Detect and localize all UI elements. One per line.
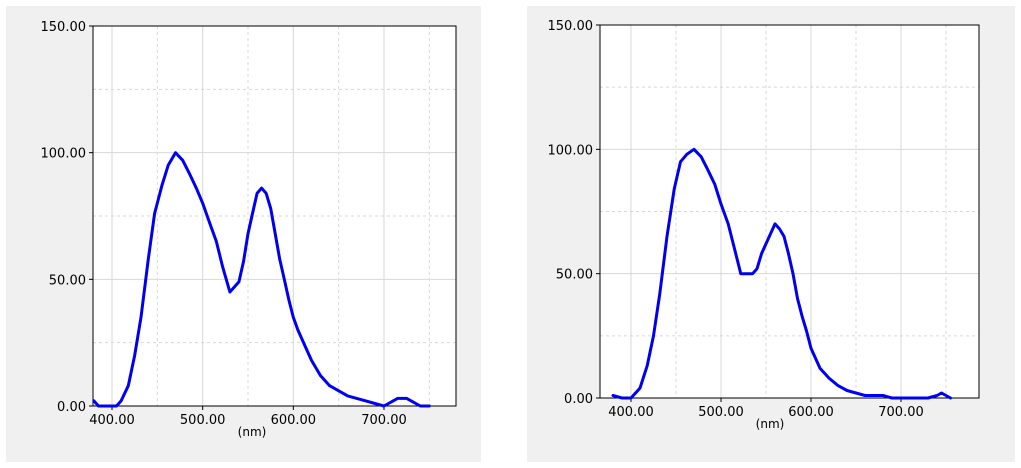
plot-frame bbox=[92, 25, 457, 407]
y-tick-label: 0.00 bbox=[564, 392, 593, 407]
plot-area bbox=[599, 24, 980, 399]
chart-panel-left: 0.00 50.00 100.00 150.00 400.00 500.00 600.00 7… bbox=[6, 6, 481, 462]
chart-right: 0.00 50.00 100.00 150.00 400.00 500.00 600.00 7… bbox=[548, 19, 980, 431]
x-tick-label: 500.00 bbox=[180, 413, 226, 428]
x-tick-label: 700.00 bbox=[361, 413, 407, 428]
x-tick-label: 700.00 bbox=[878, 405, 924, 420]
y-tick-label: 100.00 bbox=[41, 147, 87, 162]
y-tick-label: 150.00 bbox=[548, 19, 594, 34]
x-tick-label: 400.00 bbox=[89, 413, 135, 428]
x-axis-label: (nm) bbox=[238, 425, 267, 439]
x-tick-label: 600.00 bbox=[271, 413, 317, 428]
y-tick-label: 0.00 bbox=[57, 400, 86, 415]
y-tick-label: 150.00 bbox=[41, 20, 87, 35]
y-tick-label: 100.00 bbox=[548, 143, 594, 158]
plot-frame bbox=[599, 24, 980, 399]
series-line bbox=[611, 147, 952, 400]
chart-left: 0.00 50.00 100.00 150.00 400.00 500.00 600.00 7… bbox=[41, 20, 457, 439]
y-tick-label: 50.00 bbox=[556, 268, 593, 283]
x-axis-label: (nm) bbox=[756, 417, 785, 431]
x-tick-label: 600.00 bbox=[788, 405, 834, 420]
x-tick-label: 400.00 bbox=[608, 405, 654, 420]
chart-panel-right: 0.00 50.00 100.00 150.00 400.00 500.00 600.00 7… bbox=[527, 6, 1015, 462]
y-tick-label: 50.00 bbox=[49, 273, 86, 288]
series-line bbox=[92, 151, 431, 408]
x-tick-label: 500.00 bbox=[698, 405, 744, 420]
